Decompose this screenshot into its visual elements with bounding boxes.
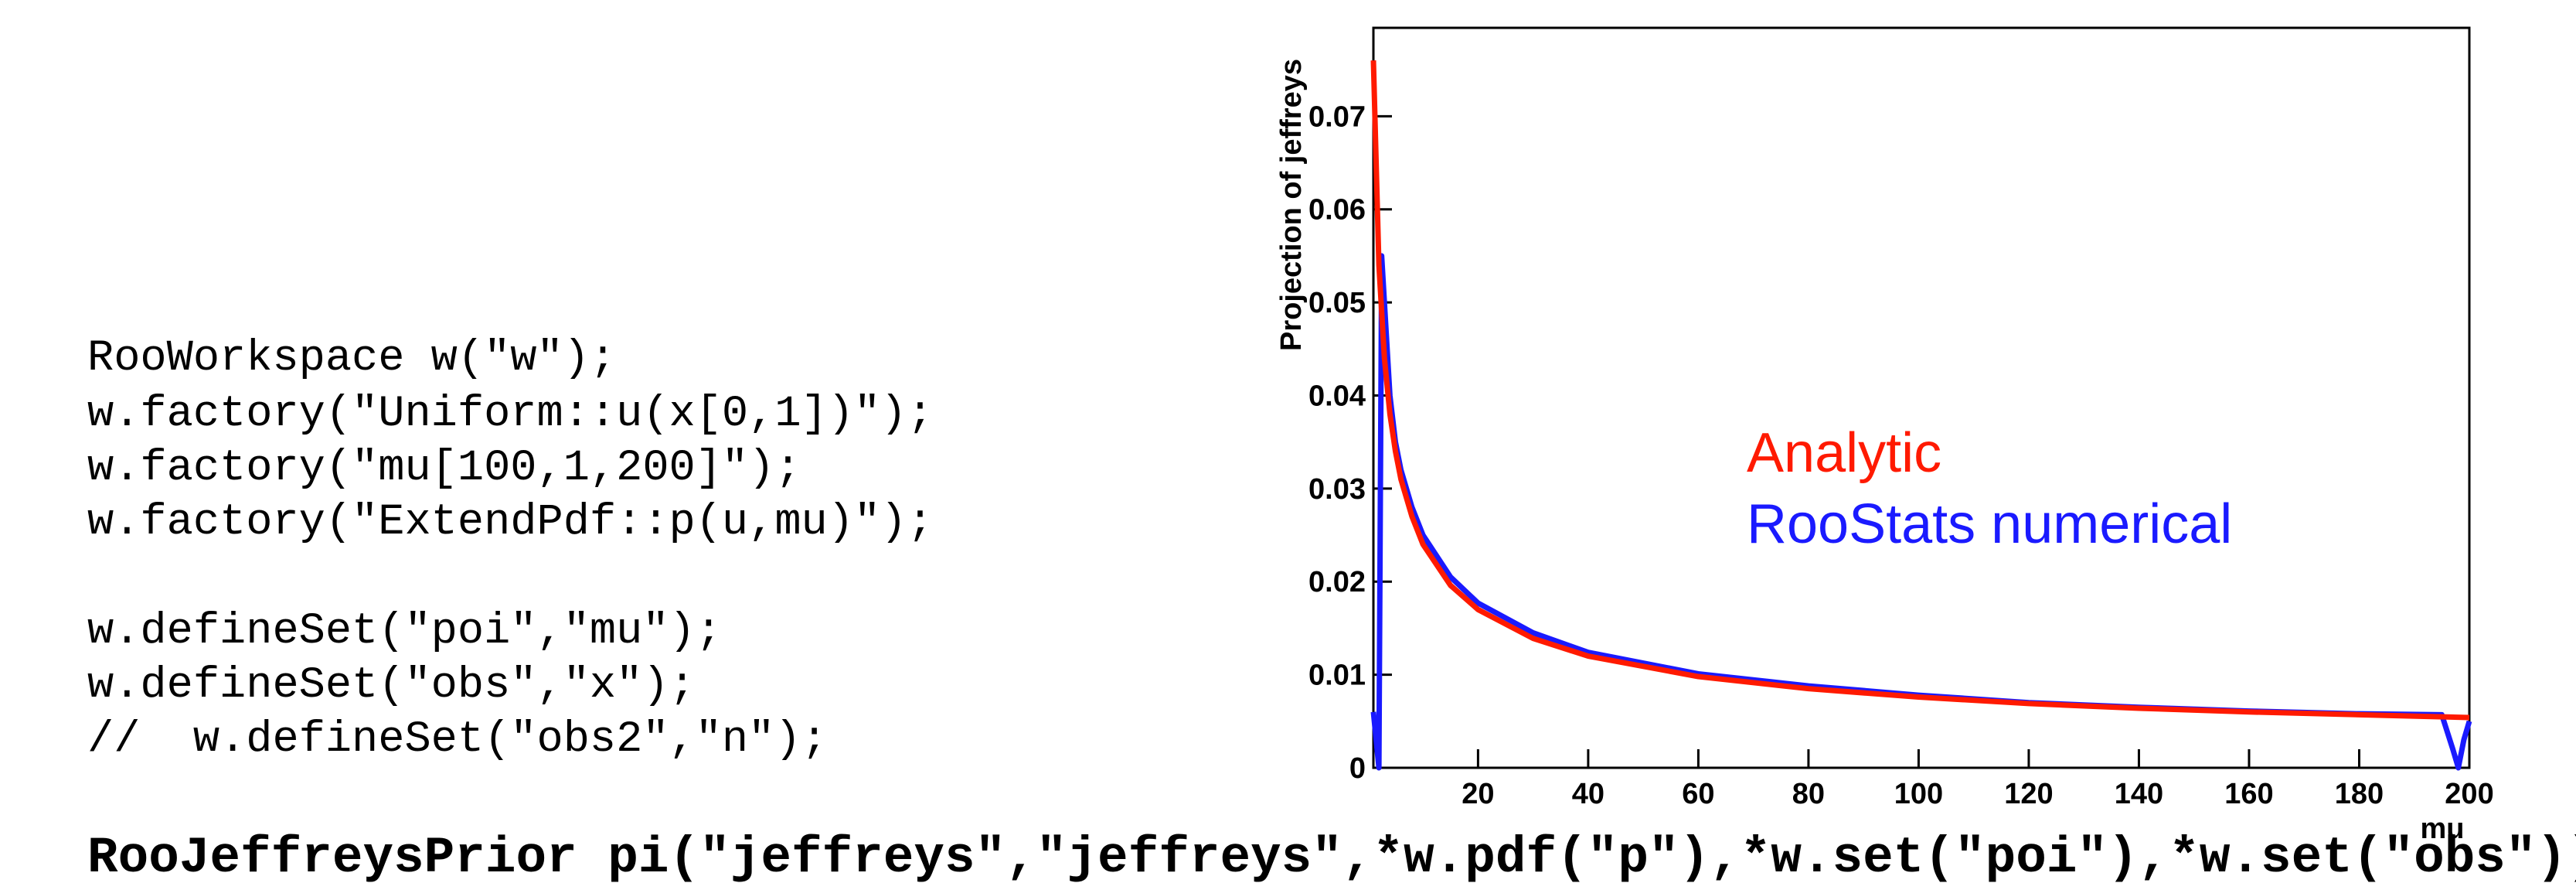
- code-line: w.defineSet("poi","mu");: [87, 607, 722, 656]
- code-line: w.factory("mu[100,1,200]");: [87, 444, 801, 493]
- x-tick-label: 20: [1462, 778, 1494, 810]
- y-tick-label: 0.03: [1308, 473, 1366, 506]
- y-tick-label: 0: [1349, 752, 1366, 785]
- y-axis-label: Projection of jeffreys: [1275, 59, 1308, 351]
- code-block: RooWorkspace w("w");w.factory("Uniform::…: [87, 334, 2576, 883]
- x-tick-label: 140: [2115, 778, 2163, 810]
- y-tick-label: 0.06: [1308, 194, 1366, 227]
- y-tick-label: 0.05: [1308, 287, 1366, 319]
- y-tick-label: 0.02: [1308, 566, 1366, 598]
- x-tick-label: 40: [1572, 778, 1604, 810]
- x-tick-label: 80: [1792, 778, 1825, 810]
- plot-frame: [1372, 26, 2471, 769]
- legend-entry: RooStats numerical: [1747, 493, 2232, 555]
- x-tick-label: 120: [2004, 778, 2053, 810]
- y-tick-label: 0.01: [1308, 660, 1366, 692]
- code-line: // w.defineSet("obs2","n");: [87, 715, 828, 765]
- x-tick-label: 200: [2445, 778, 2493, 810]
- y-tick-label: 0.04: [1308, 380, 1366, 412]
- code-line: w.factory("Uniform::u(x[0,1])");: [87, 390, 934, 439]
- x-tick-label: 160: [2224, 778, 2273, 810]
- code-line: RooWorkspace w("w");: [87, 334, 616, 384]
- code-line: w.factory("ExtendPdf::p(u,mu)");: [87, 498, 934, 547]
- chart: 0 0.01 0.02 0.03 0.04 0.05 0.06 0.07 20 40 60 80 100…: [1275, 26, 2494, 845]
- data-line: [1370, 60, 2470, 721]
- code-statement: RooJeffreysPrior pi("jeffreys","jeffreys…: [87, 829, 2576, 883]
- y-tick-label: 0.07: [1308, 101, 1366, 133]
- legend-entry: Analytic: [1747, 422, 1941, 484]
- x-tick-label: 60: [1682, 778, 1714, 810]
- x-tick-label: 180: [2335, 778, 2384, 810]
- x-tick-label: 100: [1894, 778, 1943, 810]
- code-line: w.defineSet("obs","x");: [87, 661, 696, 711]
- x-axis-label: mu: [2421, 813, 2465, 845]
